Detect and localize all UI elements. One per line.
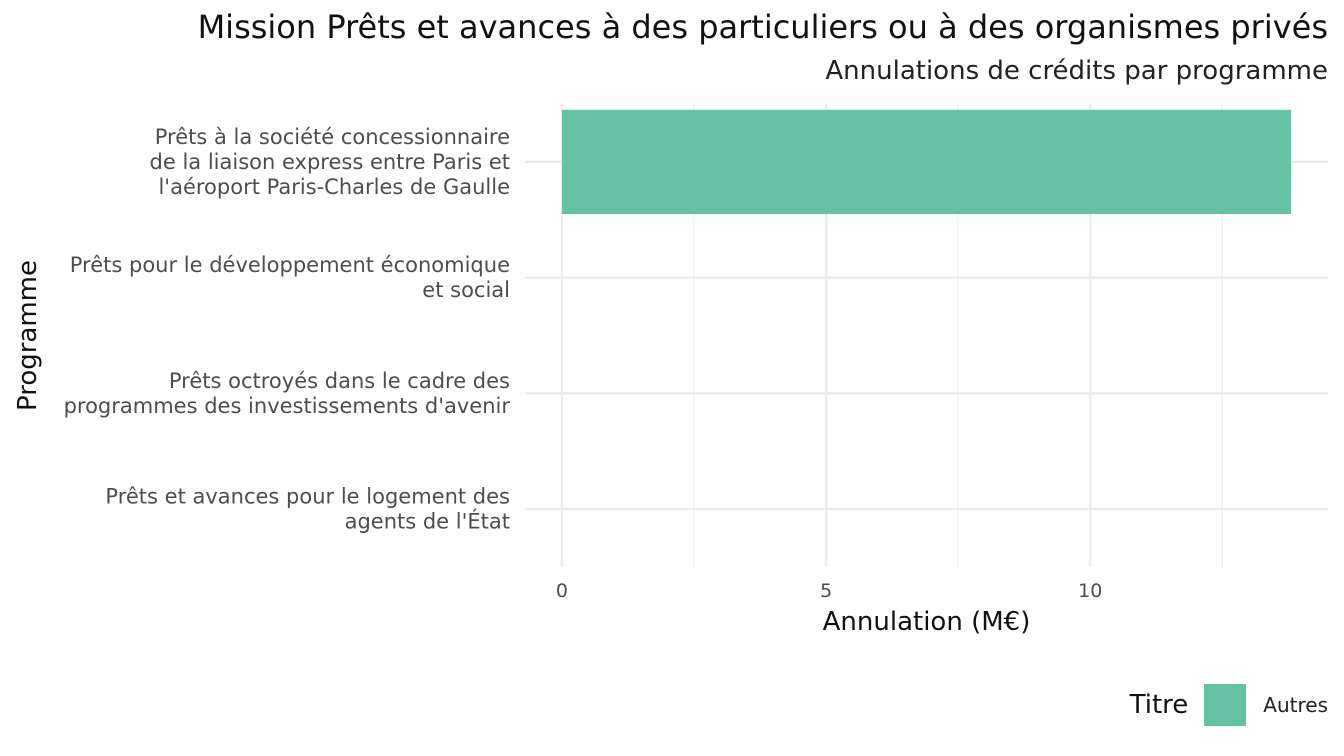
y-axis-title: Programme [13,260,43,411]
y-tick-label-line: programmes des investissements d'avenir [64,394,511,418]
y-tick-label: Prêts pour le développement économique et… [70,253,510,302]
legend-title: Titre [1129,690,1189,720]
legend: Titre Autres [1130,684,1328,726]
y-tick-label-line: Prêts pour le développement économique [70,253,510,277]
y-tick-label-line: Prêts octroyés dans le cadre des [169,369,510,393]
chart-title: Mission Prêts et avances à des particuli… [197,8,1328,46]
y-tick-label-line: Prêts et avances pour le logement des [105,485,510,509]
chart-subtitle: Annulations de crédits par programme [825,56,1328,86]
x-axis-title: Annulation (M€) [823,607,1031,637]
y-tick-label-line: agents de l'État [345,509,510,534]
x-tick-label: 0 [556,580,568,602]
y-tick-label: Prêts et avances pour le logement des age… [105,485,510,534]
y-tick-label-line: de la liaison express entre Paris et [150,150,510,174]
x-tick-label: 10 [1078,580,1102,602]
y-tick-label-line: l'aéroport Paris-Charles de Gaulle [158,175,510,199]
legend-key-autres [1204,684,1247,726]
y-tick-label-line: Prêts à la société concessionnaire [155,125,510,149]
y-tick-label-line: et social [422,278,510,302]
x-tick-label: 5 [820,580,832,602]
legend-label-autres: Autres [1263,693,1328,717]
bar-autres [561,109,1292,214]
y-tick-label: Prêts à la société concessionnaire de la … [150,125,510,199]
y-tick-label: Prêts octroyés dans le cadre des programm… [64,369,511,418]
